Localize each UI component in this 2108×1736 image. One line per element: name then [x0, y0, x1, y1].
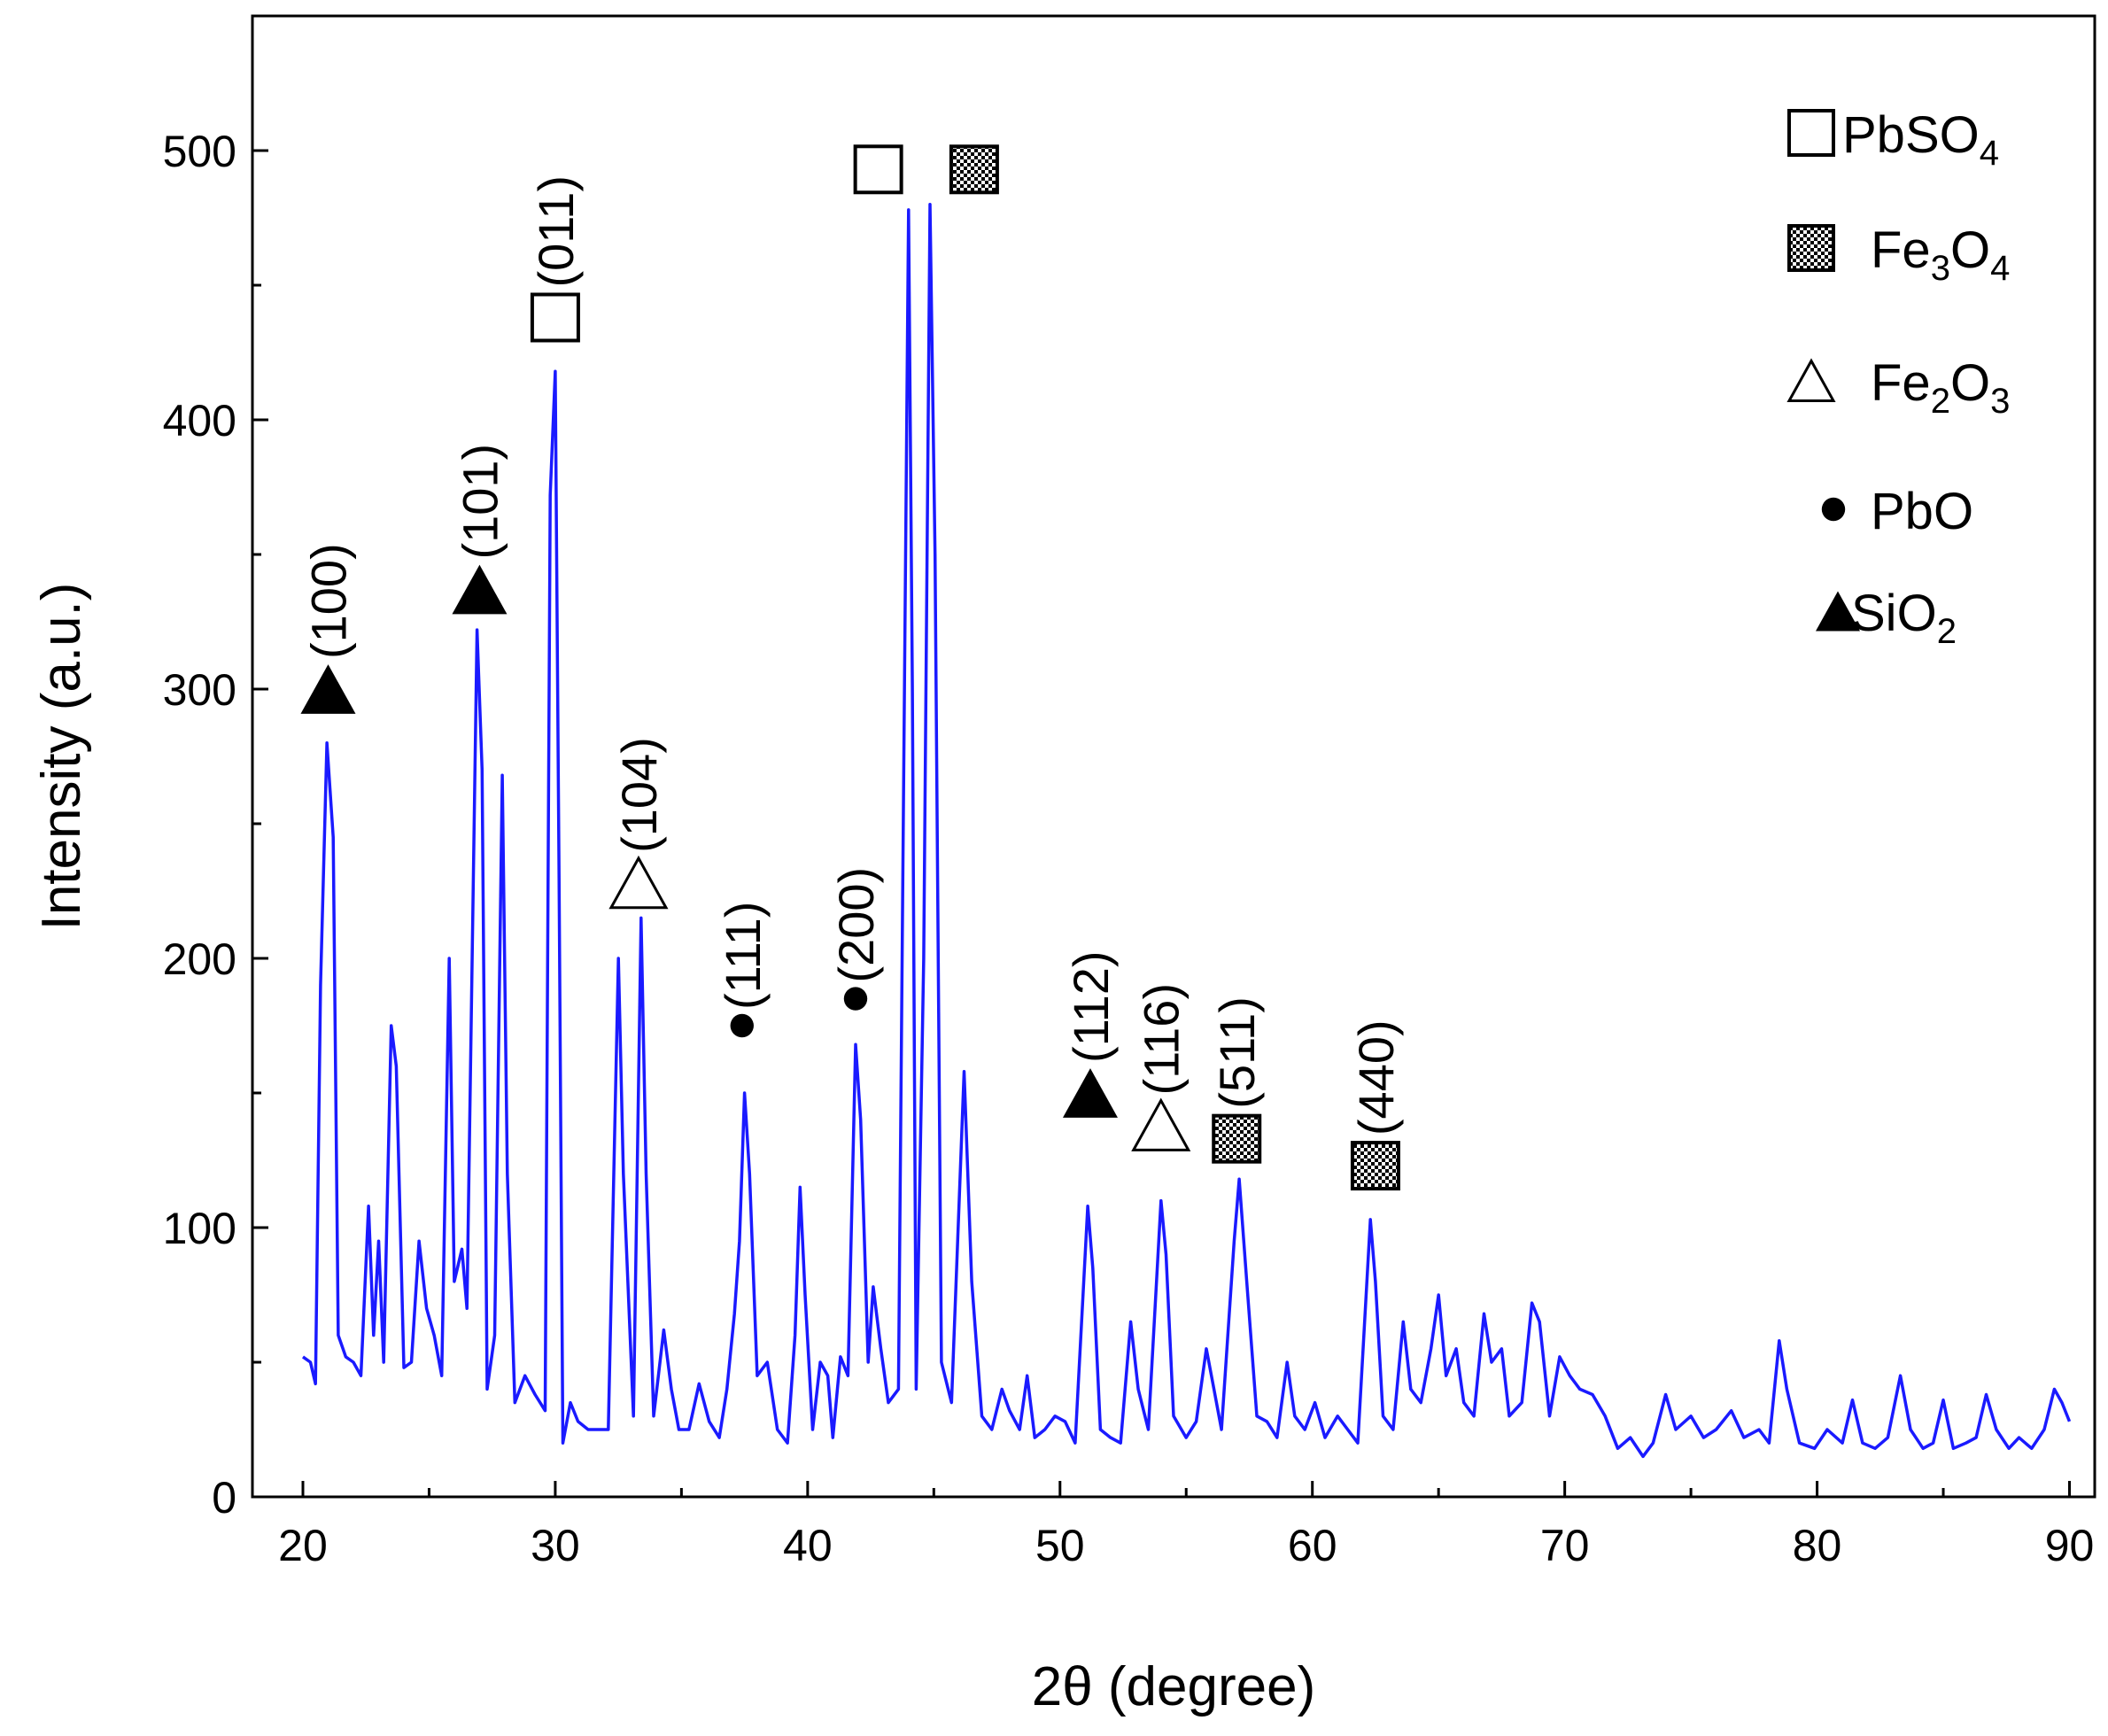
legend-subscript: 3	[1931, 249, 1950, 288]
y-tick-label: 500	[163, 127, 236, 176]
legend-subscript: 3	[1990, 382, 2010, 421]
legend-open-square-marker	[1787, 109, 1835, 157]
filled-circle-marker	[730, 1013, 754, 1038]
peak-label: (100)	[300, 543, 356, 714]
open-triangle-marker	[1131, 1097, 1191, 1151]
peak-hkl-label: (111)	[715, 902, 771, 1010]
x-tick-label: 20	[278, 1521, 328, 1570]
peak-label: (111)	[715, 902, 771, 1038]
x-tick-label: 70	[1540, 1521, 1590, 1570]
legend-text-part: O	[1950, 354, 1990, 412]
peak-label: (440)	[1348, 1019, 1404, 1191]
peak-hkl-label: (100)	[300, 543, 356, 659]
peak-hkl-label: (116)	[1134, 983, 1190, 1096]
peak-label: (112)	[1062, 950, 1119, 1118]
legend-text-part: O	[1950, 221, 1990, 279]
legend-subscript: 4	[1990, 249, 2010, 288]
peak-label: (511)	[1209, 996, 1265, 1164]
filled-circle-marker	[843, 987, 868, 1011]
x-axis-title: 2θ (degree)	[1032, 1656, 1316, 1717]
legend-entry: SiO2	[1816, 585, 1957, 651]
y-tick-label: 300	[163, 665, 236, 715]
legend-filled-circle-marker	[1821, 497, 1846, 522]
peak-hkl-label: (104)	[611, 737, 667, 853]
peak-hkl-label: (440)	[1348, 1019, 1404, 1135]
peak-label	[853, 144, 903, 195]
legend-label: PbO	[1871, 483, 1973, 540]
open-triangle-marker	[608, 855, 669, 910]
checker-square-marker	[1212, 1113, 1262, 1164]
y-tick-label: 100	[163, 1204, 236, 1253]
y-tick-label: 0	[212, 1473, 236, 1523]
open-square-marker	[853, 144, 903, 195]
peak-hkl-label: (101)	[452, 444, 508, 560]
peak-hkl-label: (200)	[828, 867, 884, 983]
x-tick-label: 90	[2045, 1521, 2095, 1570]
filled-triangle-marker	[300, 664, 356, 714]
x-tick-label: 80	[1793, 1521, 1842, 1570]
legend-text-part: PbO	[1871, 483, 1973, 540]
peak-hkl-label: (511)	[1209, 996, 1265, 1109]
filled-triangle-marker	[452, 564, 508, 615]
legend-label: Fe2O3	[1871, 354, 2010, 421]
legend-subscript: 2	[1931, 382, 1950, 421]
legend-entry: PbSO4	[1787, 106, 1999, 173]
x-tick-label: 40	[783, 1521, 833, 1570]
legend-entry: PbO	[1821, 483, 1973, 540]
legend-entry: Fe3O4	[1787, 221, 2010, 288]
x-tick-label: 30	[531, 1521, 580, 1570]
axis-ticks: 20 30 40 50 60 70 80 90 0 100 200 300 400 500	[163, 127, 2095, 1570]
legend-text-part: Fe	[1871, 354, 1931, 412]
legend-text-part: SiO	[1851, 585, 1937, 642]
legend-subscript: 2	[1937, 612, 1957, 651]
peak-annotations: (100) (101) (011) (104) (111) (200) (112) (116)…	[300, 144, 1404, 1191]
checker-square-marker	[949, 144, 999, 195]
x-tick-label: 60	[1288, 1521, 1337, 1570]
y-axis-title: Intensity (a.u.)	[31, 583, 92, 931]
open-square-marker	[530, 292, 580, 343]
legend-label: PbSO4	[1842, 106, 1999, 173]
peak-hkl-label: (112)	[1063, 950, 1119, 1063]
peak-label: (101)	[452, 444, 508, 615]
legend-open-triangle-marker	[1786, 358, 1836, 402]
legend-entry: Fe2O3	[1786, 354, 2010, 421]
peak-hkl-label: (011)	[528, 175, 584, 288]
legend-label: SiO2	[1851, 585, 1957, 651]
peak-label: (200)	[828, 867, 884, 1011]
legend-text-part: Fe	[1871, 221, 1931, 279]
series-layer	[301, 203, 2072, 1459]
peak-label: (116)	[1131, 983, 1191, 1151]
x-tick-label: 50	[1035, 1521, 1085, 1570]
y-tick-label: 400	[163, 396, 236, 446]
filled-triangle-marker	[1062, 1068, 1118, 1118]
legend-label: Fe3O4	[1871, 221, 2010, 288]
legend-subscript: 4	[1980, 134, 1999, 173]
plot-area	[251, 14, 2096, 1499]
plot-frame	[251, 14, 2096, 1499]
legend-filled-triangle-marker	[1816, 591, 1860, 632]
y-tick-label: 200	[163, 934, 236, 984]
peak-label: (104)	[608, 737, 669, 910]
legend-text-part: PbSO	[1842, 106, 1980, 164]
peak-label	[949, 144, 999, 195]
peak-label: (011)	[528, 175, 584, 343]
legend-checker-square-marker	[1787, 224, 1835, 272]
series-line	[301, 203, 2072, 1459]
checker-square-marker	[1350, 1141, 1400, 1191]
